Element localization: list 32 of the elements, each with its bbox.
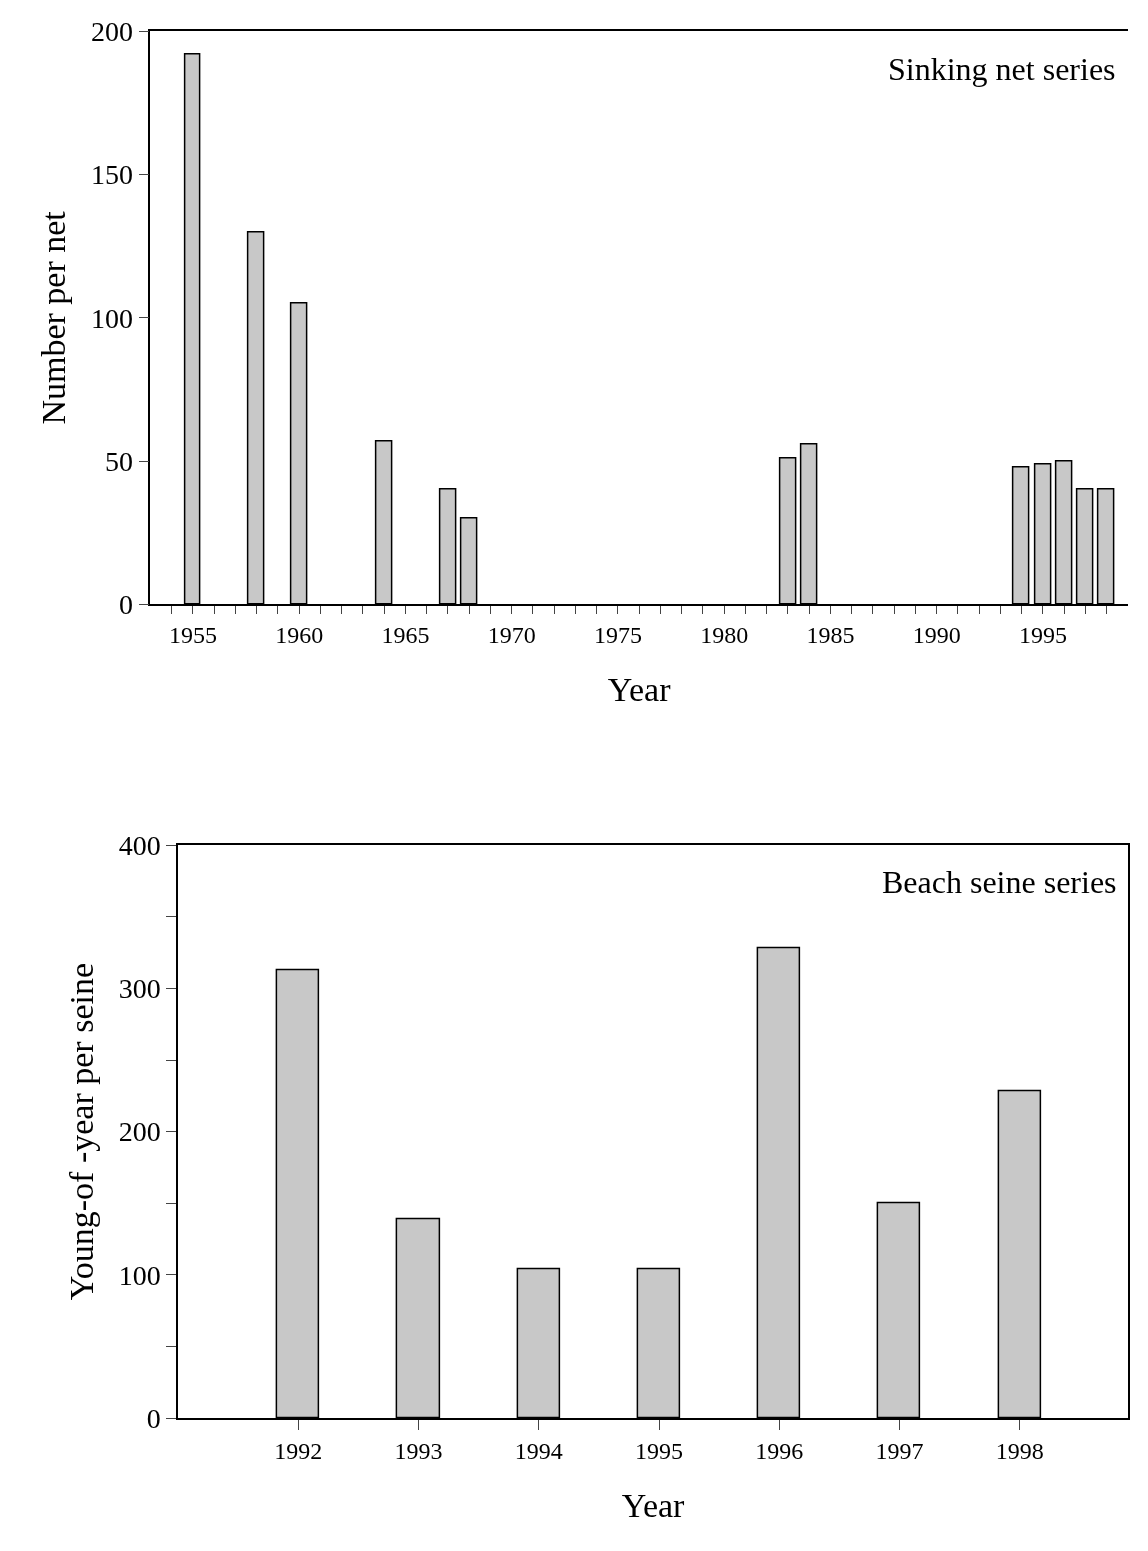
y-axis-title: Number per net	[35, 210, 73, 425]
y-tick-label: 0	[119, 589, 134, 621]
x-tick-label: 1996	[755, 1437, 804, 1464]
x-tick-label: 1992	[274, 1437, 323, 1464]
y-axis-title: Young-of -year per seine	[62, 962, 100, 1301]
y-tick-label: 150	[91, 159, 134, 191]
x-tick-label: 1970	[487, 622, 536, 649]
y-tick-label: 400	[118, 829, 161, 861]
annotation: Sinking net series	[888, 51, 1116, 87]
x-tick-label: 1995	[1018, 622, 1067, 649]
x-tick-label: 1993	[394, 1437, 443, 1464]
x-tick-label: 1997	[875, 1437, 924, 1464]
x-tick-label: 1985	[806, 622, 855, 649]
y-tick-label: 100	[118, 1259, 161, 1291]
annotation: Beach seine series	[882, 864, 1117, 900]
x-axis-title: Year	[621, 1486, 686, 1524]
y-tick-label: 50	[105, 446, 134, 478]
y-tick-label: 200	[118, 1116, 161, 1148]
y-tick-label: 0	[146, 1403, 161, 1435]
x-axis-title: Year	[607, 670, 672, 708]
x-tick-label: 1955	[168, 622, 217, 649]
y-tick-label: 200	[91, 16, 134, 48]
x-tick-label: 1990	[912, 622, 961, 649]
y-tick-label: 300	[118, 973, 161, 1005]
x-tick-label: 1980	[700, 622, 749, 649]
x-tick-label: 1960	[275, 622, 324, 649]
x-tick-label: 1965	[381, 622, 430, 649]
y-tick-label: 100	[91, 302, 134, 334]
x-tick-label: 1995	[635, 1437, 684, 1464]
x-tick-label: 1975	[593, 622, 642, 649]
x-tick-label: 1994	[514, 1437, 563, 1464]
x-tick-label: 1998	[995, 1437, 1044, 1464]
